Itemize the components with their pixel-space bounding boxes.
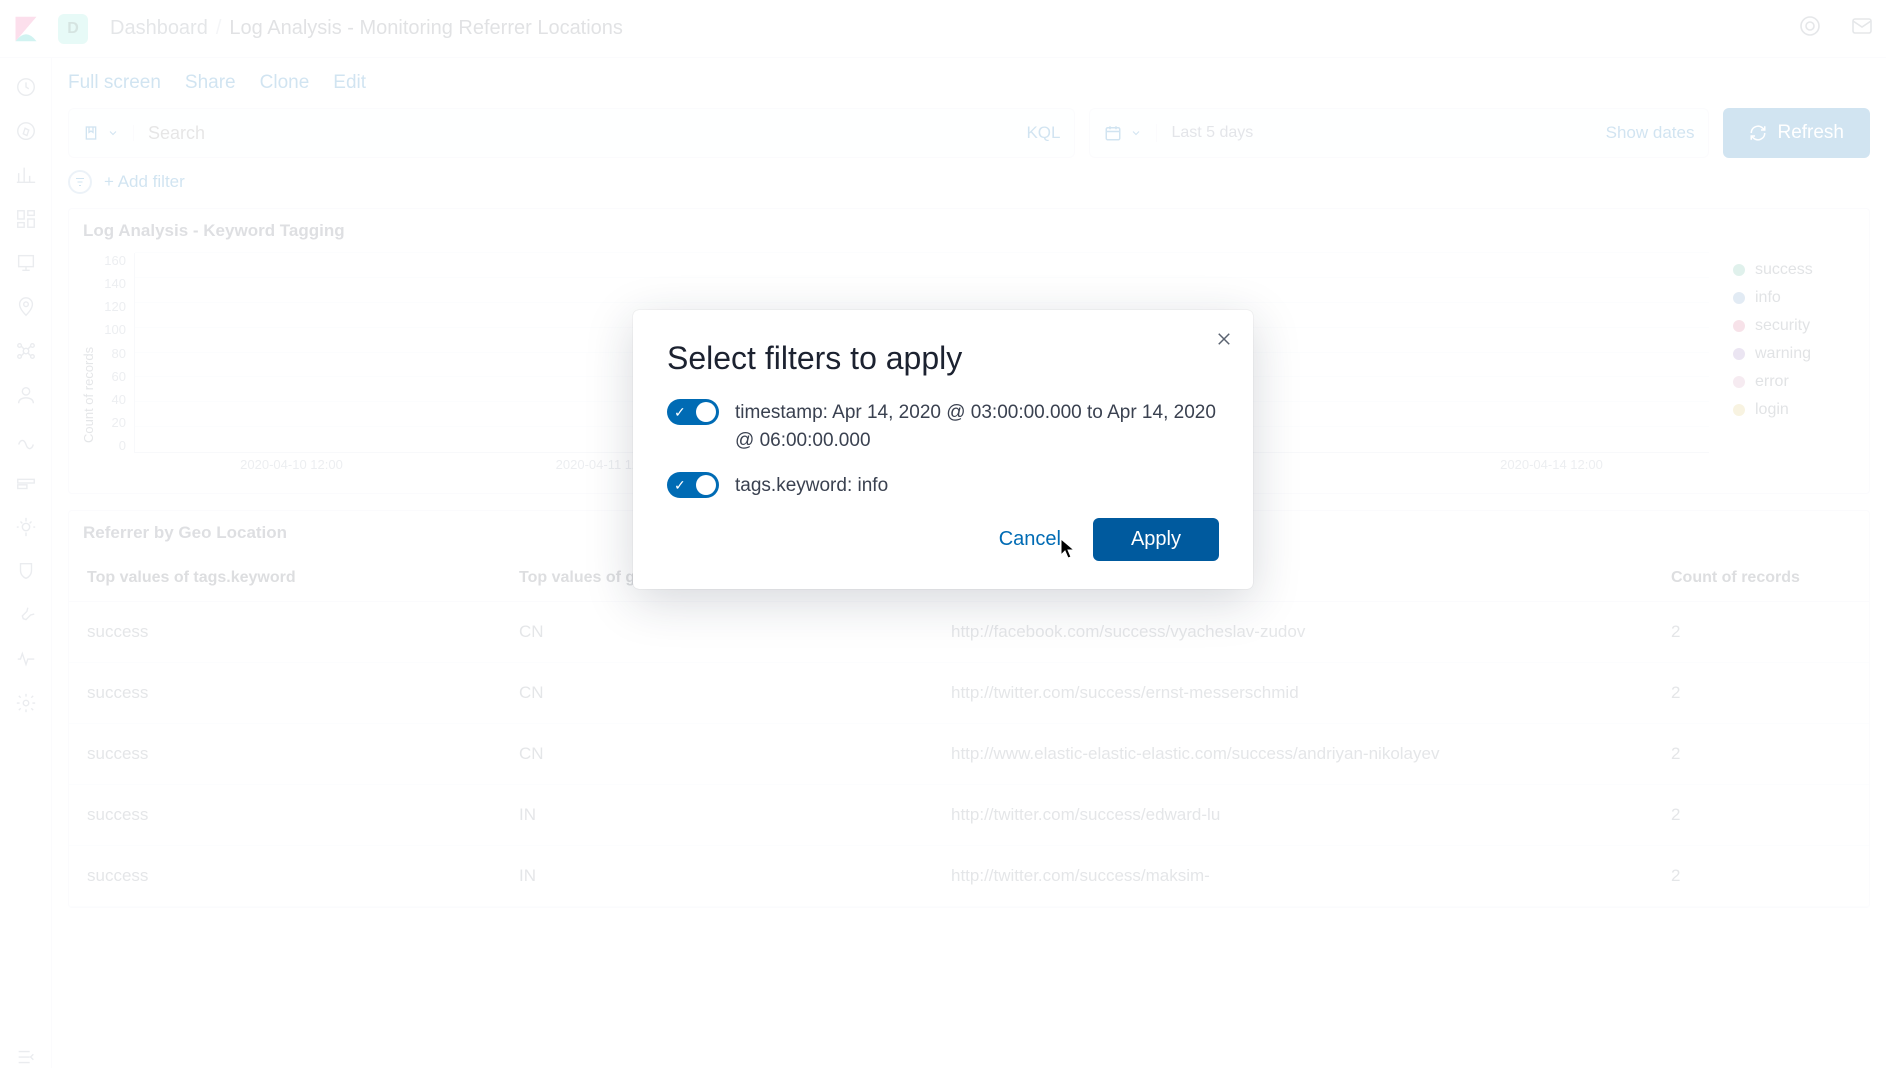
filter-label: tags.keyword: info	[735, 472, 888, 500]
cursor-icon	[1060, 538, 1076, 560]
filter-option: timestamp: Apr 14, 2020 @ 03:00:00.000 t…	[667, 399, 1219, 454]
filter-modal: Select filters to apply timestamp: Apr 1…	[633, 310, 1253, 589]
modal-overlay: Select filters to apply timestamp: Apr 1…	[0, 0, 1886, 1068]
filter-option: tags.keyword: info	[667, 472, 1219, 500]
apply-button[interactable]: Apply	[1093, 518, 1219, 561]
filter-label: timestamp: Apr 14, 2020 @ 03:00:00.000 t…	[735, 399, 1219, 454]
modal-title: Select filters to apply	[667, 340, 1219, 377]
filter-switch[interactable]	[667, 399, 719, 425]
modal-close-button[interactable]	[1215, 328, 1233, 354]
close-icon	[1215, 330, 1233, 348]
filter-switch[interactable]	[667, 472, 719, 498]
